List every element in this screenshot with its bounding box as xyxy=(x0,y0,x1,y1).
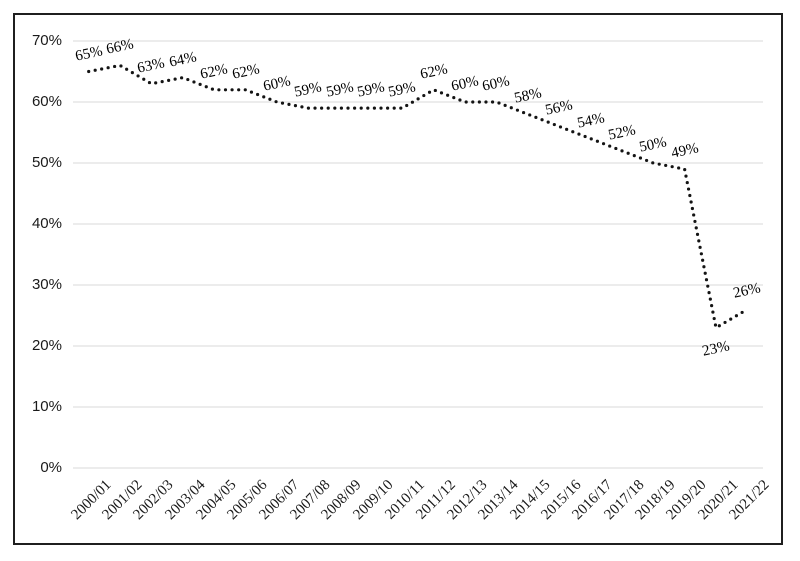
y-axis-tick-label: 20% xyxy=(31,337,62,354)
y-axis-tick-label: 70% xyxy=(31,32,62,49)
y-axis-tick-label: 40% xyxy=(31,215,62,232)
y-axis-tick-label: 0% xyxy=(40,459,62,476)
y-axis-tick-label: 50% xyxy=(31,154,62,171)
dotted-series-line xyxy=(87,63,749,331)
y-axis-tick-label: 60% xyxy=(31,93,62,110)
y-axis-tick-label: 30% xyxy=(31,276,62,293)
y-axis-tick-label: 10% xyxy=(31,398,62,415)
